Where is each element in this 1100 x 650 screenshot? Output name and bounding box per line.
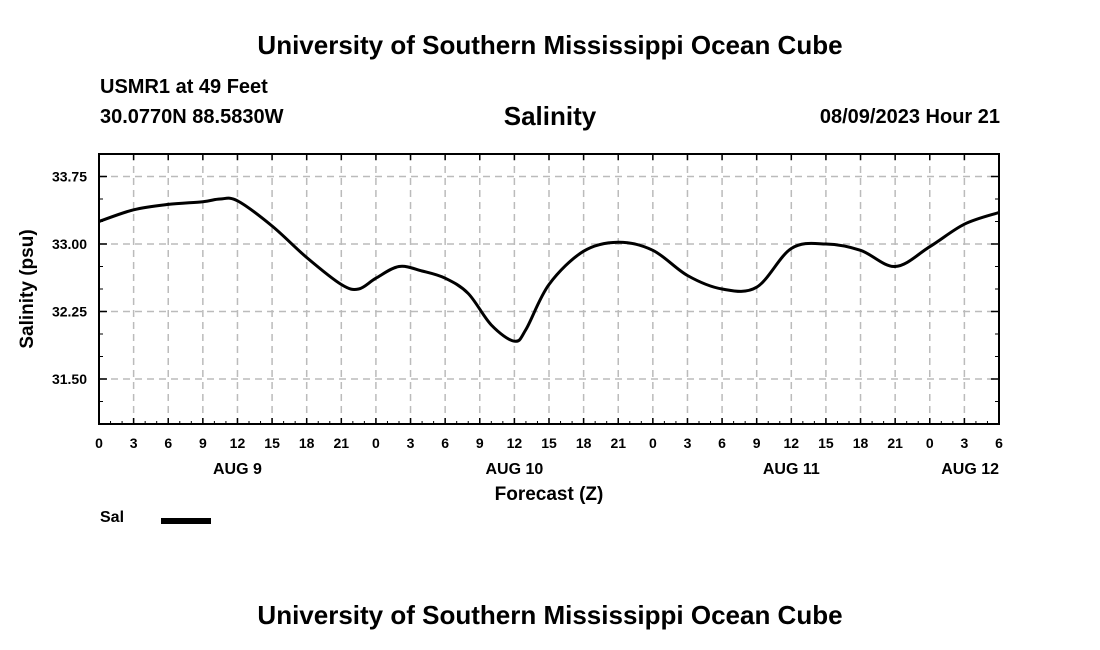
x-tick-label: 3	[130, 435, 138, 451]
x-tick-label: 6	[441, 435, 449, 451]
y-axis-title: Salinity (psu)	[17, 229, 38, 348]
x-tick-label: 12	[507, 435, 523, 451]
x-tick-label: 9	[753, 435, 761, 451]
plot-frame	[98, 153, 1000, 425]
x-tick-label: 0	[926, 435, 934, 451]
x-tick-label: 0	[649, 435, 657, 451]
x-day-label: AUG 12	[941, 461, 999, 478]
x-tick-label: 18	[853, 435, 869, 451]
x-day-label: AUG 10	[485, 461, 543, 478]
series-layer	[98, 196, 1000, 343]
x-tick-label: 9	[476, 435, 484, 451]
x-tick-label: 0	[372, 435, 380, 451]
legend-line-swatch	[161, 518, 211, 524]
station-coordinates: 30.0770N 88.5830W	[100, 106, 284, 128]
x-tick-label: 0	[95, 435, 103, 451]
x-tick-label: 15	[541, 435, 557, 451]
footer-title: University of Southern Mississippi Ocean…	[257, 600, 843, 630]
x-tick-label: 21	[610, 435, 626, 451]
x-tick-label: 3	[684, 435, 692, 451]
y-tick-label: 31.50	[52, 371, 87, 387]
legend: Sal	[100, 509, 211, 527]
x-tick-label: 18	[299, 435, 315, 451]
forecast-datetime: 08/09/2023 Hour 21	[819, 106, 1000, 128]
chart-title: Salinity	[503, 101, 597, 131]
station-label: USMR1 at 49 Feet	[100, 76, 268, 98]
x-tick-label: 3	[407, 435, 415, 451]
x-tick-label: 15	[818, 435, 834, 451]
y-tick-label: 32.25	[52, 304, 87, 320]
series-line-sal	[98, 196, 1000, 343]
axis-labels: 0 3 6 9 12 15 18 21 0 3 6 9 12 15 18 21 0 3 6 9 12 15 18 21 0 3 6 3…	[52, 169, 1003, 479]
x-day-label: AUG 9	[213, 461, 262, 478]
y-tick-label: 33.00	[52, 236, 87, 252]
x-tick-label: 21	[887, 435, 903, 451]
x-axis-title: Forecast (Z)	[495, 484, 604, 505]
x-day-label: AUG 11	[763, 461, 820, 478]
x-tick-label: 12	[230, 435, 246, 451]
x-tick-label: 6	[995, 435, 1003, 451]
y-tick-label: 33.75	[52, 169, 87, 185]
x-tick-label: 9	[199, 435, 207, 451]
x-tick-label: 15	[264, 435, 280, 451]
x-tick-label: 12	[784, 435, 800, 451]
grid-lines	[99, 154, 999, 424]
x-tick-label: 21	[334, 435, 350, 451]
x-tick-label: 6	[718, 435, 726, 451]
x-tick-label: 18	[576, 435, 592, 451]
x-tick-label: 6	[164, 435, 172, 451]
x-tick-label: 3	[960, 435, 968, 451]
page-title: University of Southern Mississippi Ocean…	[257, 30, 843, 60]
legend-label: Sal	[100, 509, 125, 526]
